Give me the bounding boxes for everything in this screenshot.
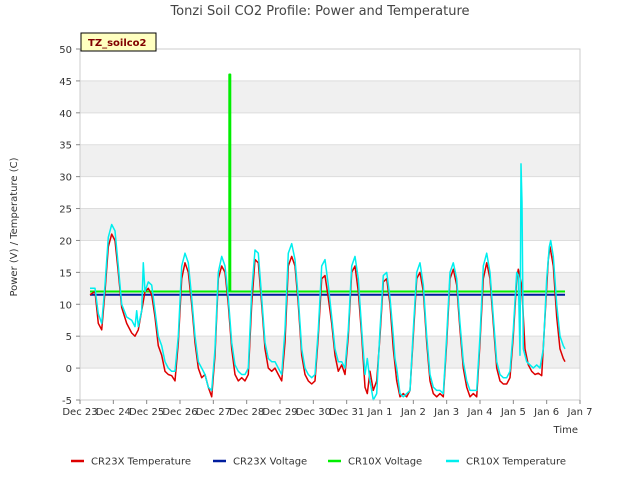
grid-band xyxy=(80,336,580,369)
x-tick-label: Jan 4 xyxy=(467,407,493,418)
x-tick-label: Dec 24 xyxy=(96,407,131,418)
x-tick-label: Dec 29 xyxy=(262,407,297,418)
x-axis-label: Time xyxy=(553,425,578,436)
x-tick-label: Jan 5 xyxy=(500,407,526,418)
y-tick-label: 35 xyxy=(59,141,72,152)
plot-frame xyxy=(79,48,581,401)
series-line-cr10x-temperature xyxy=(90,163,566,401)
station-label: TZ_soilco2 xyxy=(88,38,147,49)
grid-band xyxy=(80,144,580,177)
grid-band xyxy=(80,49,580,81)
y-tick-label: 50 xyxy=(59,45,72,56)
legend-item-label: CR23X Voltage xyxy=(233,457,307,468)
y-tick-label: 30 xyxy=(59,173,72,184)
y-tick-label: 15 xyxy=(59,268,72,279)
grid-band xyxy=(80,80,580,113)
grid-band xyxy=(80,176,580,209)
x-tick-label: Dec 26 xyxy=(162,407,197,418)
legend-item-label: CR10X Voltage xyxy=(348,457,422,468)
y-tick-label: -5 xyxy=(62,396,72,407)
y-tick-label: 5 xyxy=(66,332,72,343)
y-tick-label: 20 xyxy=(59,236,72,247)
plot-background xyxy=(80,49,580,400)
x-tick-label: Jan 2 xyxy=(400,407,426,418)
y-tick-label: 45 xyxy=(59,77,72,88)
x-tick-label: Dec 31 xyxy=(329,407,364,418)
plot-series xyxy=(89,73,566,401)
y-tick-label: 10 xyxy=(59,300,72,311)
grid-band xyxy=(80,368,580,400)
station-label-box: TZ_soilco2 xyxy=(80,32,157,52)
x-tick-label: Jan 1 xyxy=(367,407,393,418)
x-tick-label: Jan 6 xyxy=(533,407,559,418)
x-tick-label: Dec 28 xyxy=(229,407,264,418)
y-axis-label: Power (V) / Temperature (C) xyxy=(9,157,20,296)
legend-item-label: CR10X Temperature xyxy=(466,457,566,468)
x-tick-label: Jan 3 xyxy=(433,407,459,418)
chart-title: Tonzi Soil CO2 Profile: Power and Temper… xyxy=(169,4,469,19)
grid-band xyxy=(80,240,580,273)
x-tick-label: Dec 23 xyxy=(62,407,97,418)
x-tick-label: Dec 25 xyxy=(129,407,164,418)
y-axis-ticks: -5 0 5 10 15 20 25 30 35 40 45 50 xyxy=(59,45,80,407)
x-tick-label: Dec 27 xyxy=(196,407,231,418)
y-tick-label: 25 xyxy=(59,205,72,216)
x-tick-label: Dec 30 xyxy=(296,407,331,418)
legend-item-label: CR23X Temperature xyxy=(91,457,191,468)
y-tick-label: 0 xyxy=(66,364,72,375)
grid-band xyxy=(80,112,580,145)
y-tick-label: 40 xyxy=(59,109,72,120)
legend: CR23X Temperature CR23X Voltage CR10X Volt… xyxy=(71,457,566,468)
grid-band xyxy=(80,208,580,241)
x-tick-label: Jan 7 xyxy=(567,407,593,418)
